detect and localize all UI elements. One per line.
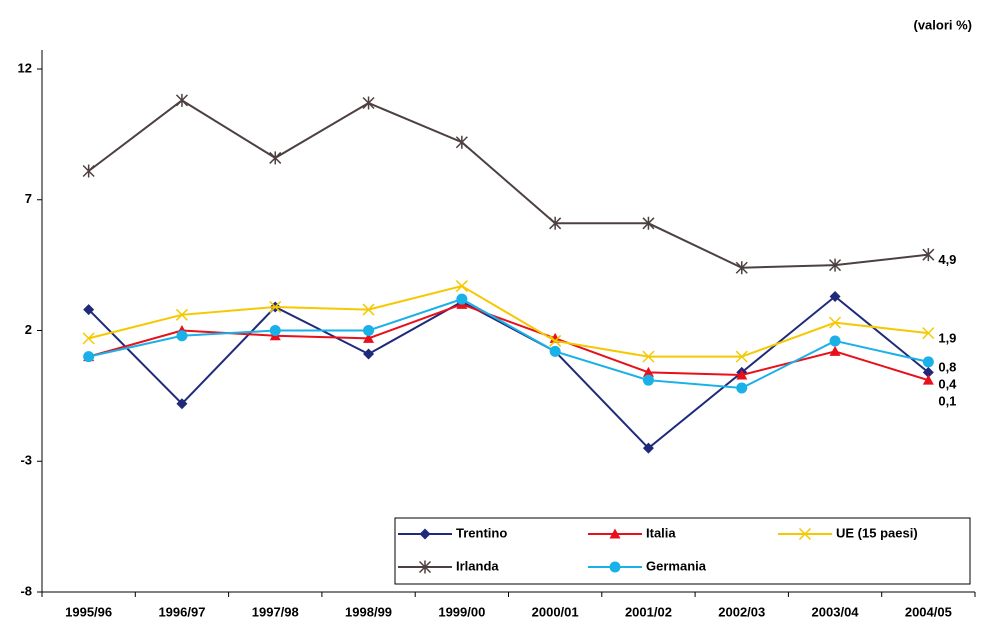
marker: [642, 216, 655, 230]
marker: [269, 325, 281, 336]
marker: [736, 369, 748, 380]
series-line: [88, 99, 929, 269]
marker: [176, 398, 188, 410]
data-label: 1,9: [938, 331, 956, 346]
x-tick-label: 1995/96: [65, 604, 112, 619]
x-tick-label: 2001/02: [625, 604, 672, 619]
marker: [922, 356, 934, 368]
legend-label: Trentino: [456, 525, 507, 540]
x-tick-label: 1999/00: [438, 604, 485, 619]
marker: [269, 300, 282, 313]
marker: [175, 93, 188, 107]
marker: [609, 528, 621, 539]
x-tick-label: 2003/04: [812, 604, 860, 619]
marker: [363, 325, 375, 336]
marker: [362, 96, 375, 110]
y-tick-label: 7: [25, 191, 32, 206]
marker: [642, 366, 654, 377]
series-line: [87, 295, 929, 450]
x-tick-label: 1996/97: [158, 604, 205, 619]
legend-label: UE (15 paesi): [836, 525, 918, 540]
marker: [609, 561, 621, 573]
legend-label: Germania: [646, 558, 707, 573]
x-tick-label: 2000/01: [532, 604, 579, 619]
marker: [829, 345, 841, 356]
marker: [798, 527, 812, 541]
marker: [175, 308, 188, 321]
y-tick-label: -3: [20, 453, 32, 468]
legend-box: [394, 517, 971, 585]
marker: [176, 330, 188, 342]
series-line: [88, 298, 929, 390]
data-label: 0,1: [938, 393, 956, 408]
marker: [549, 334, 562, 347]
legend-label: Irlanda: [456, 558, 499, 573]
x-tick-label: 2002/03: [718, 604, 765, 619]
marker: [736, 382, 748, 394]
x-tick-label: 1997/98: [252, 604, 299, 619]
marker: [735, 350, 748, 363]
y-tick-label: 2: [25, 322, 32, 337]
marker: [829, 291, 841, 303]
data-label: 0,4: [938, 376, 957, 391]
unit-label: (valori %): [913, 17, 972, 32]
marker: [735, 261, 748, 275]
marker: [82, 164, 95, 178]
marker: [829, 258, 842, 272]
marker: [549, 216, 562, 230]
marker: [363, 332, 375, 343]
marker: [82, 332, 95, 345]
y-tick-label: 12: [18, 60, 32, 75]
series-line: [88, 284, 929, 358]
marker: [922, 327, 935, 340]
marker: [829, 335, 841, 347]
legend-label: Italia: [646, 525, 676, 540]
marker: [829, 316, 842, 329]
marker: [455, 280, 468, 293]
marker: [922, 248, 935, 262]
marker: [83, 304, 95, 316]
marker: [418, 560, 432, 574]
x-tick-label: 2004/05: [905, 604, 952, 619]
x-tick-label: 1998/99: [345, 604, 392, 619]
marker: [549, 345, 561, 357]
marker: [922, 366, 934, 378]
data-label: 0,8: [938, 359, 956, 374]
data-label: 4,9: [938, 252, 956, 267]
marker: [419, 528, 431, 540]
marker: [455, 135, 468, 149]
marker: [642, 442, 654, 454]
marker: [922, 374, 934, 385]
marker: [456, 293, 468, 305]
marker: [362, 303, 375, 316]
marker: [642, 374, 654, 386]
marker: [83, 351, 95, 363]
marker: [642, 350, 655, 363]
marker: [363, 348, 375, 360]
y-tick-label: -8: [20, 583, 32, 598]
marker: [269, 151, 282, 165]
